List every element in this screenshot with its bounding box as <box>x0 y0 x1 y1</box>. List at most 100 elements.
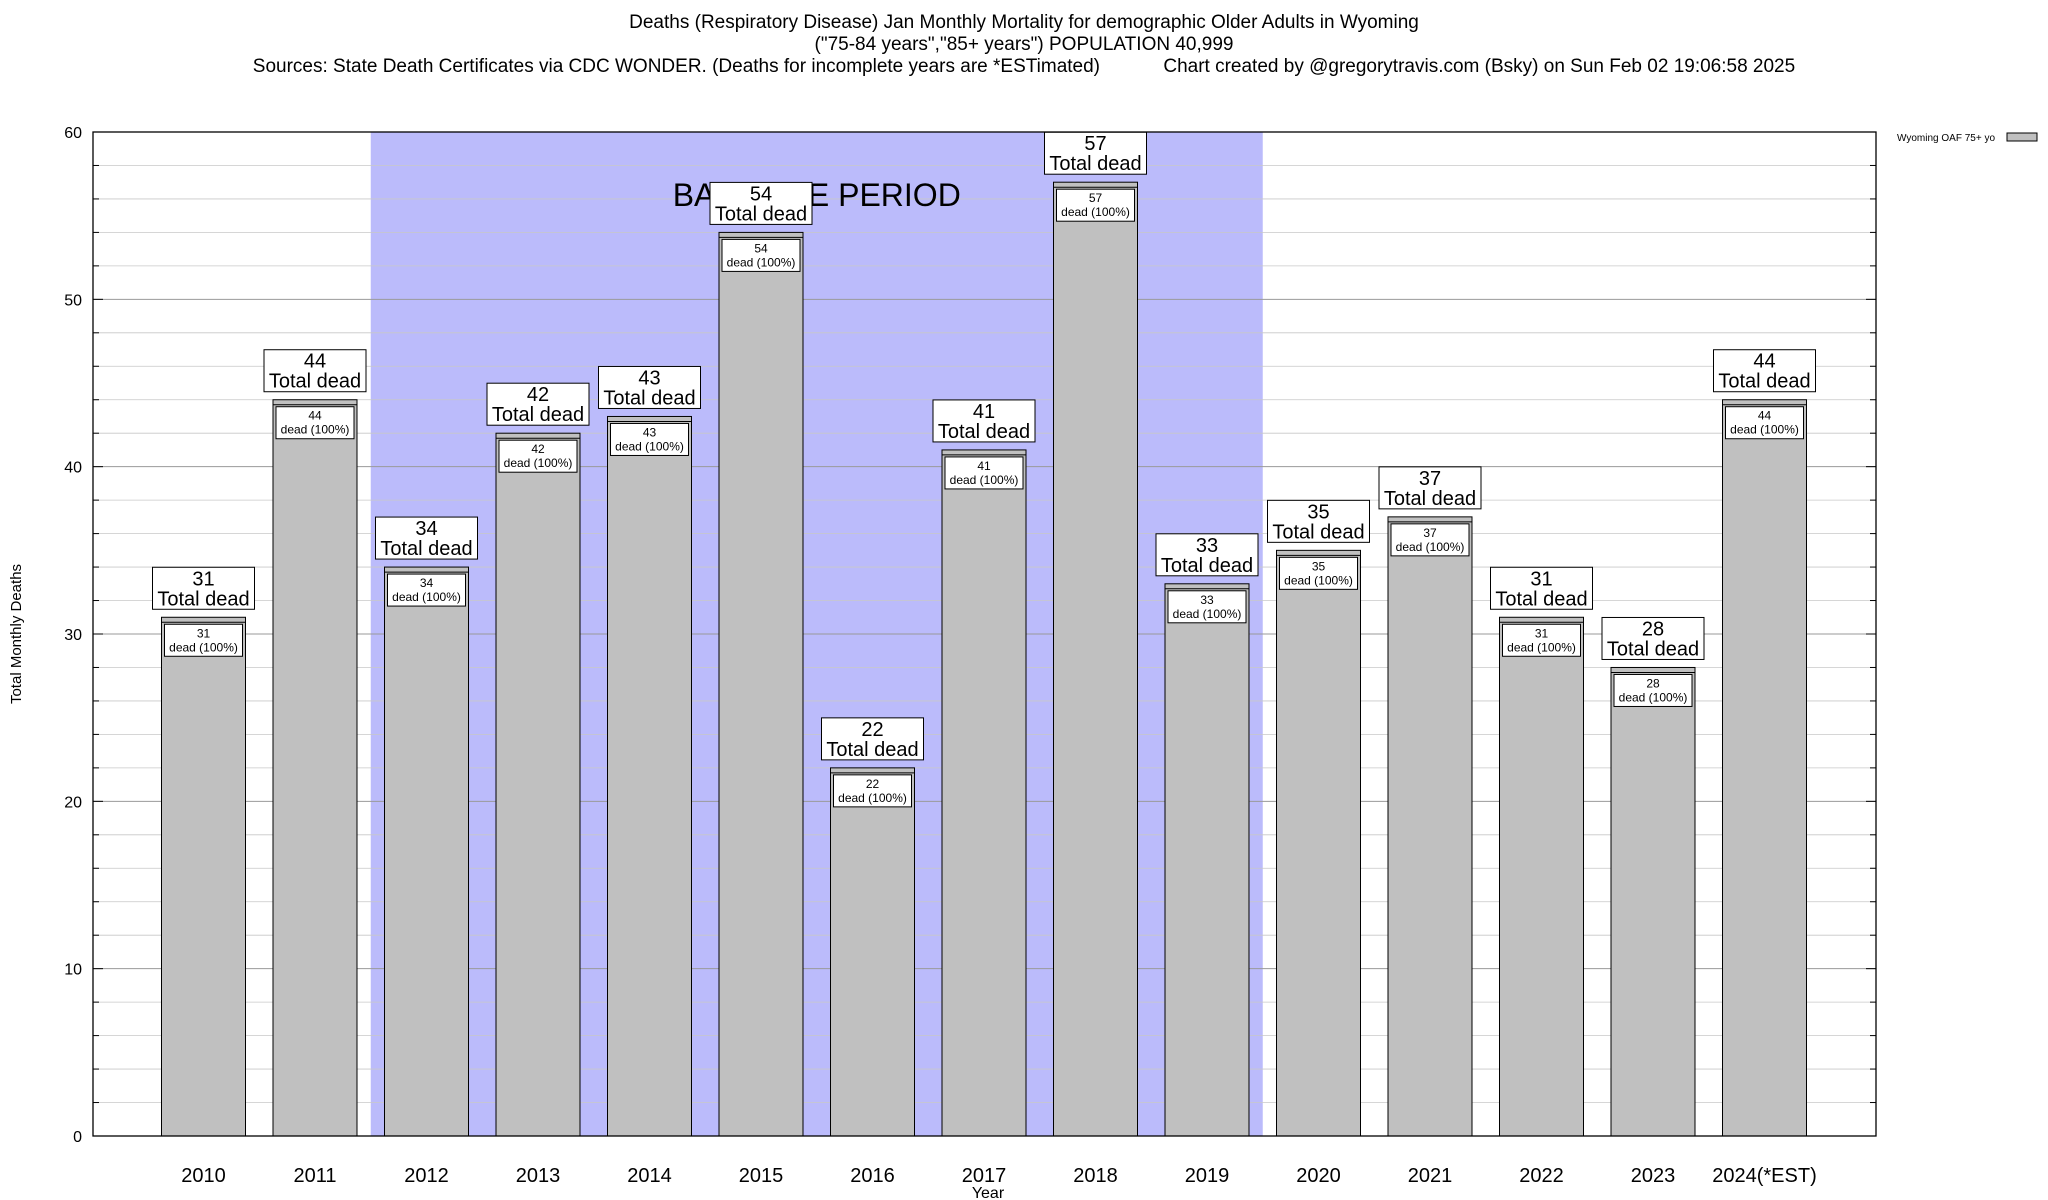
chart-credit: Chart created by @gregorytravis.com (Bsk… <box>1163 56 1796 77</box>
inner-value-label: 31 <box>1535 626 1549 640</box>
bar <box>1722 399 1807 1137</box>
inner-value-label: 37 <box>1423 526 1437 540</box>
inner-value-label: 44 <box>1758 409 1772 423</box>
total-dead-label: Total dead <box>1718 371 1810 393</box>
inner-value-label: 41 <box>977 459 991 473</box>
total-dead-label: Total dead <box>1272 521 1364 543</box>
y-tick-label: 60 <box>64 125 82 142</box>
x-axis-label: Year <box>972 1185 1005 1200</box>
legend: Wyoming OAF 75+ yo <box>1897 132 2038 144</box>
total-value-label: 41 <box>973 401 995 423</box>
total-dead-label: Total dead <box>1049 153 1141 175</box>
total-label-box <box>709 181 813 225</box>
y-tick-label: 20 <box>64 794 82 811</box>
bar <box>718 231 804 1137</box>
total-label-box <box>1713 349 1816 393</box>
inner-percent-label: dead (100%) <box>281 423 350 437</box>
x-tick-label: 2012 <box>404 1165 449 1187</box>
total-dead-label: Total dead <box>826 739 918 761</box>
inner-value-label: 44 <box>308 409 322 423</box>
total-value-label: 42 <box>527 384 549 406</box>
total-dead-label: Total dead <box>492 404 584 426</box>
inner-percent-label: dead (100%) <box>1284 573 1353 587</box>
bar <box>384 566 469 1137</box>
inner-percent-label: dead (100%) <box>392 590 461 604</box>
total-value-label: 28 <box>1642 618 1664 640</box>
inner-label-box <box>1279 556 1358 590</box>
x-tick-label: 2019 <box>1185 1165 1230 1187</box>
inner-label-box <box>1613 673 1693 707</box>
total-label-box <box>375 516 478 560</box>
inner-percent-label: dead (100%) <box>615 439 684 453</box>
inner-percent-label: dead (100%) <box>169 640 238 654</box>
total-label-box <box>263 349 367 393</box>
x-tick-label: 2011 <box>293 1165 336 1187</box>
total-label-box <box>1267 499 1370 543</box>
total-label-box <box>1601 616 1705 660</box>
inner-label-box <box>387 573 466 607</box>
total-label-box <box>932 399 1036 443</box>
bar <box>495 432 581 1137</box>
x-tick-label: 2015 <box>739 1165 784 1187</box>
inner-percent-label: dead (100%) <box>1730 423 1799 437</box>
inner-label-box <box>610 422 689 456</box>
inner-percent-label: dead (100%) <box>838 791 907 805</box>
total-dead-label: Total dead <box>715 203 807 225</box>
x-tick-label: 2021 <box>1408 1165 1453 1187</box>
chart-source: Sources: State Death Certificates via CD… <box>252 56 1100 77</box>
legend-swatch <box>2006 132 2038 142</box>
legend-label: Wyoming OAF 75+ yo <box>1897 133 1995 144</box>
chart-title: Deaths (Respiratory Disease) Jan Monthly… <box>629 12 1419 33</box>
x-tick-label: 2018 <box>1073 1165 1118 1187</box>
x-tick-label: 2020 <box>1296 1165 1341 1187</box>
bar <box>1499 616 1584 1137</box>
total-dead-label: Total dead <box>1161 555 1253 577</box>
inner-percent-label: dead (100%) <box>950 473 1019 487</box>
y-tick-label: 30 <box>64 627 82 644</box>
total-dead-label: Total dead <box>603 387 695 409</box>
inner-value-label: 42 <box>531 442 545 456</box>
axes: 2010 2011 2012 2013 2014 2015 2016 2017 2018 2019… <box>8 125 1876 1200</box>
inner-label-box <box>164 623 243 657</box>
y-tick-label: 10 <box>64 962 82 979</box>
y-tick-label: 0 <box>73 1129 82 1146</box>
x-tick-label: 2014 <box>627 1165 672 1187</box>
inner-value-label: 28 <box>1646 676 1660 690</box>
total-dead-label: Total dead <box>380 538 472 560</box>
total-dead-label: Total dead <box>157 588 249 610</box>
bar <box>607 415 692 1137</box>
inner-label-box <box>1390 523 1470 557</box>
inner-value-label: 43 <box>643 425 657 439</box>
y-tick-label: 40 <box>64 460 82 477</box>
inner-label-box <box>275 406 355 440</box>
chart-source-line: Sources: State Death Certificates via CD… <box>0 56 2048 78</box>
inner-label-box <box>721 238 801 272</box>
inner-percent-label: dead (100%) <box>504 456 573 470</box>
x-tick-label: 2024(*EST) <box>1712 1165 1817 1187</box>
bar <box>1053 181 1138 1137</box>
total-dead-label: Total dead <box>1607 638 1699 660</box>
total-dead-label: Total dead <box>1495 588 1587 610</box>
inner-percent-label: dead (100%) <box>1396 540 1465 554</box>
x-tick-label: 2023 <box>1631 1165 1676 1187</box>
chart-header: Deaths (Respiratory Disease) Jan Monthly… <box>0 12 2048 78</box>
x-tick-label: 2017 <box>962 1165 1007 1187</box>
inner-value-label: 34 <box>420 576 434 590</box>
total-dead-label: Total dead <box>1384 488 1476 510</box>
total-label-box <box>1155 533 1259 577</box>
total-dead-label: Total dead <box>269 371 361 393</box>
total-label-box <box>152 566 255 610</box>
inner-percent-label: dead (100%) <box>1507 640 1576 654</box>
